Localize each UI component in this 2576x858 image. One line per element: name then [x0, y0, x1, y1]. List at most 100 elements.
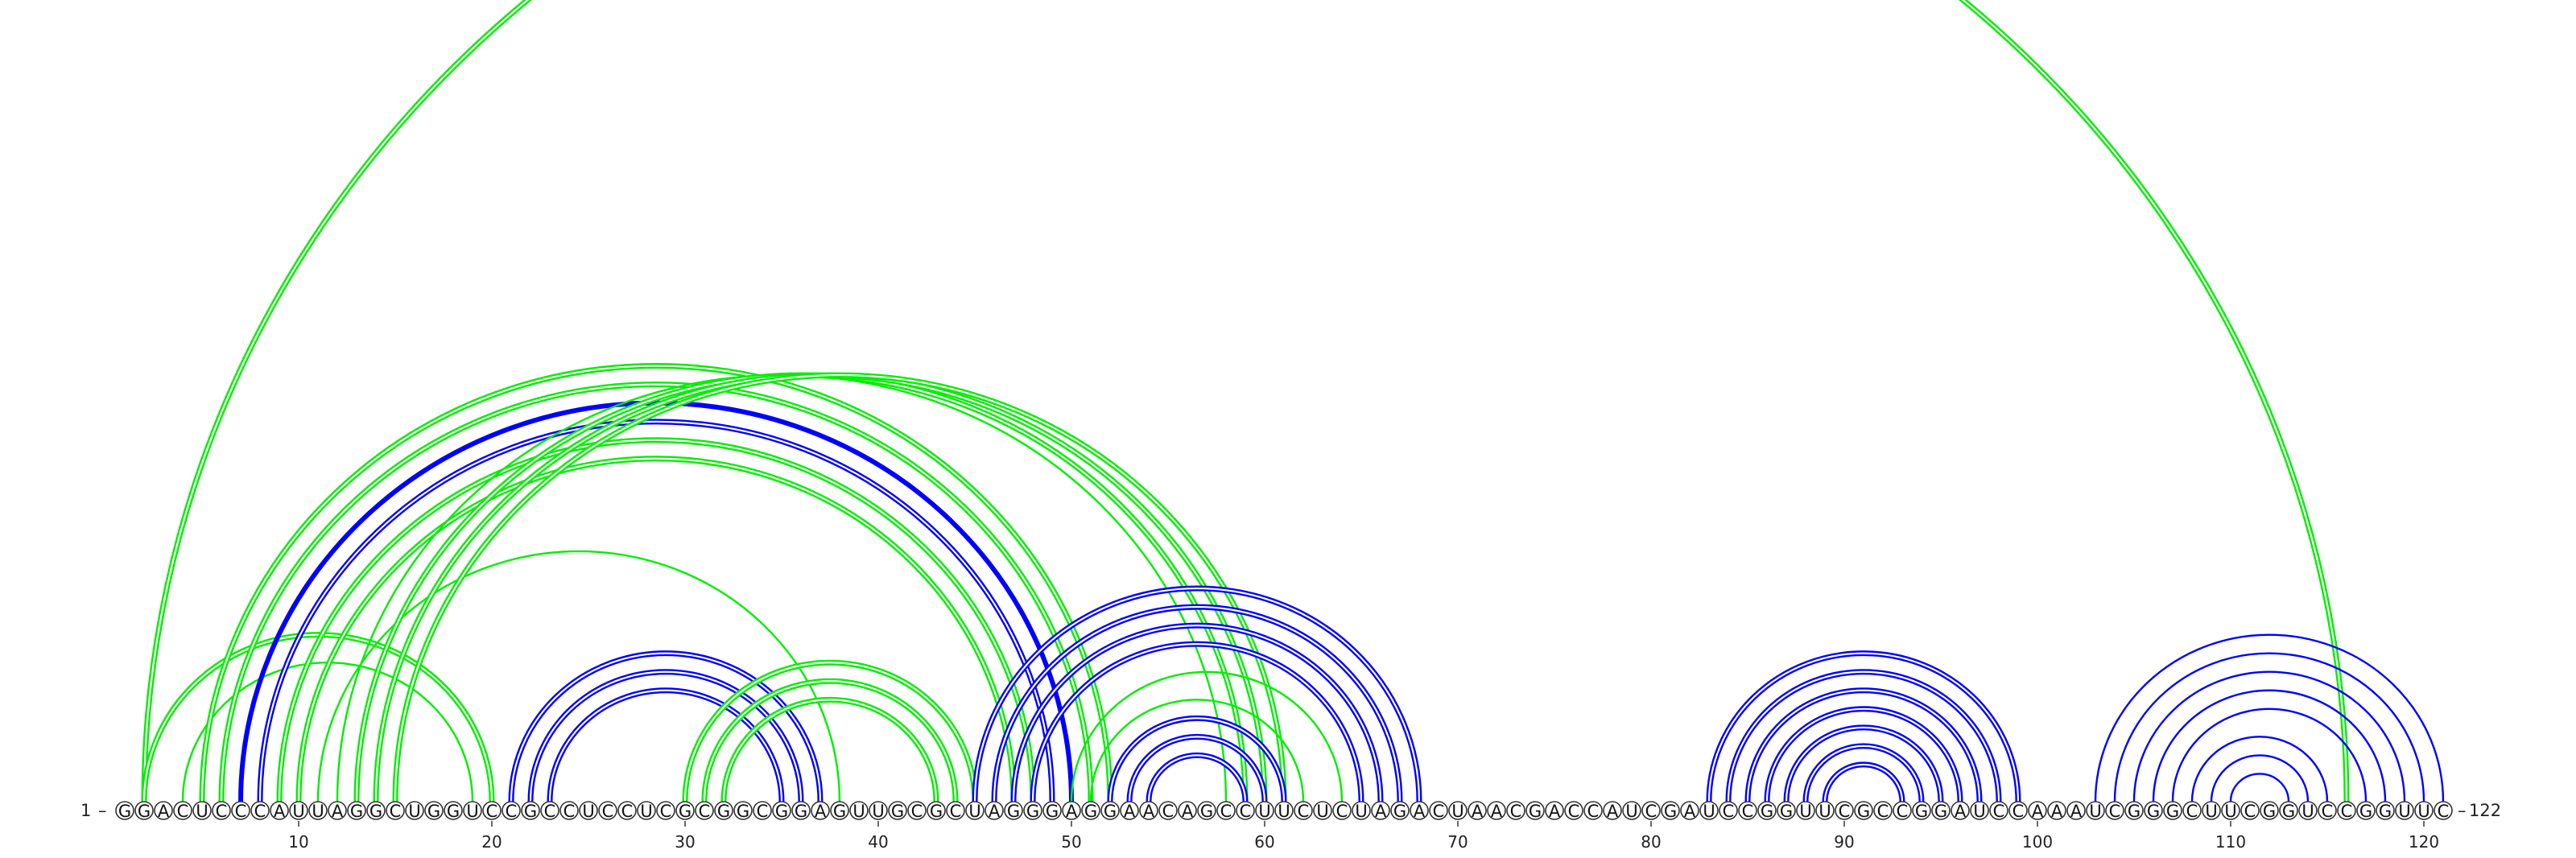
base-pair-arc [353, 372, 1249, 802]
nucleotide: G [1100, 801, 1120, 821]
nucleotide-letter: A [989, 802, 1001, 821]
nucleotide-letter: C [602, 802, 614, 821]
base-pair-arc [508, 650, 824, 802]
base-pair-arcs [141, 0, 2445, 802]
nucleotide-letter: C [1510, 802, 1522, 821]
base-pair-arc [1030, 641, 1364, 802]
tick-label: 30 [675, 832, 695, 852]
nucleotide: G [1390, 801, 1410, 821]
nucleotide-letter: G [1934, 802, 1947, 821]
tick-label: 70 [1447, 832, 1468, 852]
nucleotide: C [1583, 801, 1603, 821]
nucleotide: A [1603, 801, 1622, 821]
nucleotide-letter: U [1278, 802, 1290, 821]
nucleotide-letter: G [1200, 802, 1213, 821]
base-pair-arc [1802, 743, 1925, 802]
nucleotide-letter: U [1973, 802, 1985, 821]
nucleotide: C [753, 801, 772, 821]
nucleotide: G [733, 801, 753, 821]
nucleotide-letter: U [1625, 802, 1637, 821]
nucleotide: G [1661, 801, 1680, 821]
base-pair-arc [1764, 706, 1963, 802]
base-pair-arc [1783, 724, 1944, 802]
nucleotide-letter: C [699, 802, 711, 821]
nucleotide-letter: C [1587, 802, 1600, 821]
nucleotide-letter: G [447, 802, 460, 821]
nucleotide: A [1120, 801, 1139, 821]
nucleotide: U [2298, 801, 2318, 821]
nucleotide-letter: G [427, 802, 440, 821]
nucleotide: C [617, 801, 637, 821]
nucleotide-letter: G [2282, 802, 2295, 821]
nucleotide-letter: C [1993, 802, 2005, 821]
position-tick: 20 [481, 821, 502, 852]
nucleotide: U [1255, 801, 1274, 821]
nucleotide-letter: A [158, 802, 170, 821]
nucleotide: C [1835, 801, 1854, 821]
nucleotide-letter: G [2166, 802, 2179, 821]
nucleotide-letter: C [486, 802, 498, 821]
nucleotide: A [154, 801, 173, 821]
base-pair-arc [1010, 622, 1384, 802]
nucleotide: C [695, 801, 714, 821]
nucleotide-letter: G [1104, 802, 1117, 821]
nucleotide-letter: G [1761, 802, 1773, 821]
nucleotide-letter: A [2032, 802, 2044, 821]
nucleotide: A [1371, 801, 1390, 821]
nucleotide-letter: G [138, 802, 151, 821]
base-pair-arc [2113, 652, 2425, 802]
sequence-start-label: 1 [80, 801, 91, 820]
sequence-end-label: 122 [2469, 801, 2501, 820]
end-dash: – [2458, 801, 2467, 820]
nucleotide: C [1873, 801, 1893, 821]
nucleotide: C [598, 801, 617, 821]
nucleotide: G [2124, 801, 2144, 821]
nucleotide: U [463, 801, 482, 821]
nucleotide-letter: G [1393, 802, 1406, 821]
nucleotide-letter: C [544, 802, 556, 821]
position-tick: 120 [2409, 821, 2439, 852]
nucleotide: A [1487, 801, 1506, 821]
nucleotide-letter: A [1375, 802, 1387, 821]
nucleotide-letter: U [312, 802, 324, 821]
nucleotide-letter: A [1472, 802, 1484, 821]
nucleotide: G [2163, 801, 2182, 821]
base-pair-arc [1744, 687, 1983, 802]
tick-label: 60 [1254, 832, 1274, 852]
nucleotide-letter: C [254, 802, 266, 821]
nucleotide-letter: U [852, 802, 865, 821]
nucleotide: C [1506, 801, 1525, 821]
nucleotide-letter: C [390, 802, 402, 821]
nucleotide-letter: U [2417, 802, 2429, 821]
base-pair-arc [2210, 754, 2310, 802]
nucleotide-letter: U [2224, 802, 2236, 821]
tick-label: 100 [2022, 832, 2053, 852]
nucleotide: U [1815, 801, 1835, 821]
base-pair-arc [199, 363, 1113, 802]
nucleotide-letter: C [621, 802, 634, 821]
nucleotide: C [1294, 801, 1313, 821]
nucleotide-letter: C [177, 802, 189, 821]
nucleotide: G [2376, 801, 2395, 821]
nucleotide: C [231, 801, 250, 821]
base-pair-arc [373, 372, 1268, 802]
nucleotide-letter: G [775, 802, 788, 821]
base-pair-arc [2152, 689, 2387, 802]
nucleotide: C [907, 801, 927, 821]
base-pair-arc [701, 678, 959, 802]
nucleotide: G [2279, 801, 2298, 821]
nucleotide: U [2202, 801, 2221, 821]
base-pair-arc [1070, 670, 1344, 802]
nucleotide: U [1313, 801, 1332, 821]
nucleotide-letter: G [1084, 802, 1097, 821]
base-pair-arc [682, 659, 978, 802]
position-tick: 40 [868, 821, 889, 852]
nucleotide-letter: G [2359, 802, 2372, 821]
nucleotide-letter: C [2341, 802, 2353, 821]
base-pair-arc [991, 604, 1403, 802]
nucleotide: C [2105, 801, 2124, 821]
nucleotide: U [405, 801, 424, 821]
nucleotide-letter: C [1298, 802, 1310, 821]
nucleotide: U [579, 801, 598, 821]
